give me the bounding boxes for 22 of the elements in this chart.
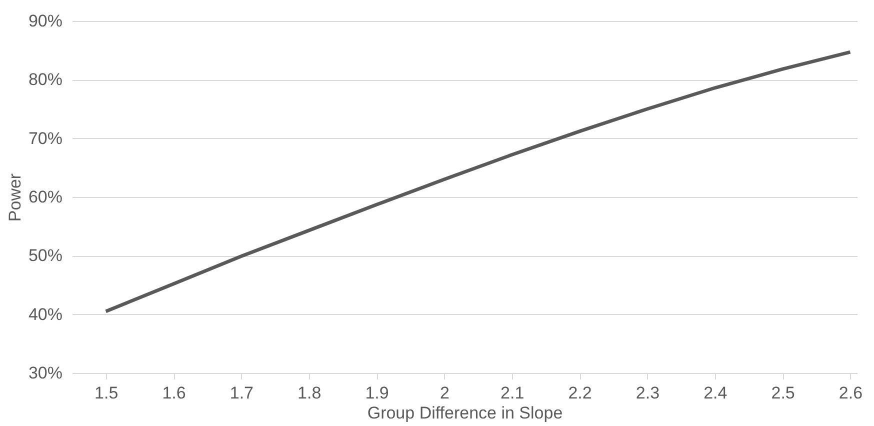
x-tick-label: 1.7	[230, 384, 254, 402]
x-tick-label: 1.6	[162, 384, 186, 402]
x-tick-label: 2	[440, 384, 450, 402]
y-tick-label: 80%	[28, 70, 62, 90]
x-tick-label: 1.8	[298, 384, 322, 402]
y-tick-label: 70%	[28, 128, 62, 148]
y-tick-label: 90%	[28, 12, 62, 30]
x-tick-label: 2.5	[771, 384, 795, 402]
y-tick-label: 60%	[28, 188, 62, 206]
x-tick-label: 1.5	[94, 384, 118, 402]
y-tick-label: 50%	[28, 246, 62, 266]
y-axis-title: Power	[5, 173, 24, 222]
x-tick-label: 1.9	[365, 384, 389, 402]
x-tick-label: 2.1	[500, 384, 524, 402]
x-tick-label: 2.4	[704, 384, 728, 402]
line-series	[104, 50, 852, 314]
x-tick-label: 2.2	[568, 384, 592, 402]
y-tick-label: 40%	[28, 304, 62, 324]
y-tick-label: 30%	[28, 364, 62, 382]
x-tick-label: 2.6	[838, 384, 863, 402]
x-axis-title: Group Difference in Slope	[367, 404, 563, 422]
x-tick-label: 2.3	[636, 384, 660, 402]
